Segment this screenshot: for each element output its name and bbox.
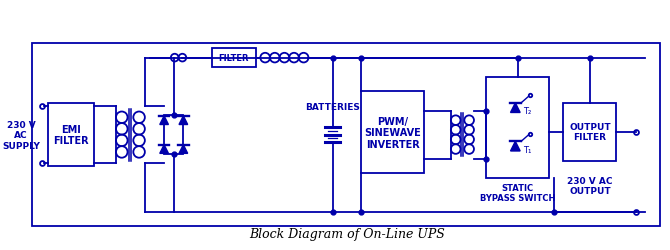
Bar [212,49,255,68]
Text: EMI
FILTER: EMI FILTER [53,124,88,146]
Text: BATTERIES: BATTERIES [305,102,360,111]
Text: 230 V
AC
SUPPLY: 230 V AC SUPPLY [2,120,40,150]
Text: 230 V AC
OUTPUT: 230 V AC OUTPUT [567,176,612,196]
Polygon shape [159,116,168,125]
Bar [32,44,660,226]
Polygon shape [511,142,520,151]
Text: FILTER: FILTER [218,54,249,63]
Polygon shape [511,104,520,113]
Text: OUTPUT
FILTER: OUTPUT FILTER [569,122,611,142]
Polygon shape [179,116,188,125]
Text: T₂: T₂ [523,106,531,116]
Text: STATIC
BYPASS SWITCH: STATIC BYPASS SWITCH [480,183,555,202]
Bar [563,104,616,161]
Bar [361,92,424,174]
Text: Block Diagram of On-Line UPS: Block Diagram of On-Line UPS [249,227,445,240]
Text: T₁: T₁ [523,145,531,154]
Text: PWM/
SINEWAVE
INVERTER: PWM/ SINEWAVE INVERTER [364,116,421,149]
Bar [48,104,94,167]
Bar [486,78,549,178]
Polygon shape [159,145,168,154]
Polygon shape [179,145,188,154]
